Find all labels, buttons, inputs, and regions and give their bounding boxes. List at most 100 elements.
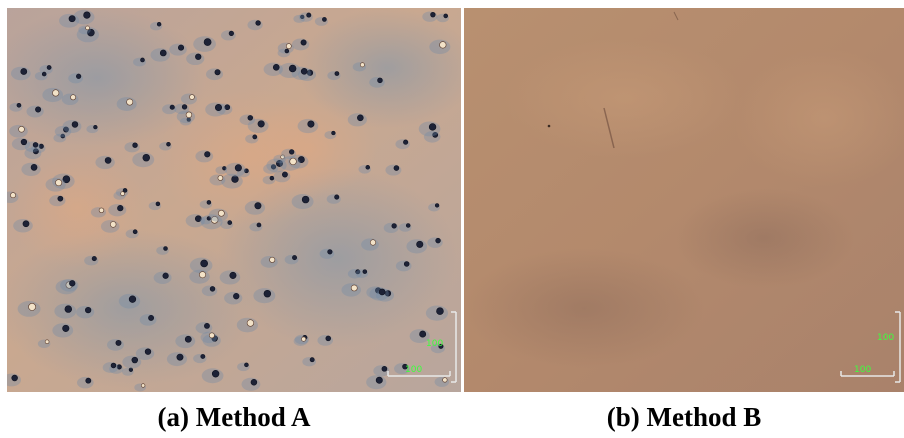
particle	[44, 339, 50, 345]
particle	[438, 343, 444, 349]
particle	[20, 138, 28, 146]
particle-halo	[13, 218, 33, 233]
particle-halo	[124, 141, 140, 153]
particle	[155, 201, 161, 207]
particle	[62, 175, 71, 184]
particle	[282, 171, 288, 178]
particle	[194, 215, 202, 223]
particle-halo	[107, 339, 124, 351]
particle	[300, 39, 307, 46]
micrograph-b-image: 100 100	[464, 8, 904, 392]
particle	[357, 114, 364, 122]
particle-halo	[361, 238, 379, 251]
particle	[227, 220, 233, 225]
particle	[284, 48, 290, 54]
particle-halo	[247, 118, 269, 134]
particle	[214, 103, 222, 111]
particle	[184, 335, 192, 343]
particle	[209, 286, 216, 292]
particle	[331, 130, 336, 136]
scale-bar-horizontal: 100	[840, 365, 895, 377]
particle	[402, 363, 408, 370]
particle	[200, 354, 206, 359]
particle	[307, 120, 315, 128]
particle	[98, 207, 105, 213]
particle	[128, 295, 137, 303]
particle	[132, 142, 138, 148]
particle	[30, 164, 38, 171]
particle	[104, 157, 112, 164]
particle	[381, 366, 388, 372]
particle-halo	[61, 93, 79, 106]
particle	[159, 49, 167, 57]
particle	[288, 64, 297, 73]
particle	[128, 367, 134, 372]
particle-halo	[9, 124, 28, 138]
particle-halo	[60, 279, 79, 292]
particle-halo	[186, 52, 205, 66]
particle	[224, 104, 231, 111]
scale-label-vertical: 100	[877, 333, 894, 343]
particle	[140, 57, 145, 63]
particle	[71, 121, 79, 128]
particle	[434, 203, 440, 208]
particle	[181, 104, 188, 110]
particle-halo	[11, 137, 31, 151]
particle-halo	[153, 271, 172, 284]
particle	[22, 220, 30, 228]
particle	[16, 102, 22, 108]
particle-halo	[224, 162, 246, 177]
particle	[256, 222, 262, 228]
particle	[10, 192, 16, 199]
particle	[93, 124, 98, 130]
particle	[41, 71, 47, 77]
particle	[263, 289, 272, 298]
particle-halo	[116, 97, 137, 111]
particle	[55, 179, 63, 187]
scale-label-horizontal: 100	[405, 365, 422, 375]
particle-halo	[341, 283, 361, 297]
particle-halo	[247, 19, 263, 31]
particle-halo	[166, 352, 188, 367]
particle	[185, 111, 193, 118]
particle-halo	[260, 255, 278, 268]
particle	[116, 364, 122, 370]
particle	[11, 374, 18, 382]
scale-bar-horizontal: 100	[387, 365, 451, 377]
micrograph-method-a: 100 100	[7, 8, 461, 392]
particle	[211, 370, 220, 378]
particle	[244, 362, 249, 368]
particle	[391, 223, 397, 229]
particle-halo	[100, 220, 120, 233]
particle-halo	[319, 248, 335, 259]
particle-halo	[241, 377, 261, 391]
particle	[141, 383, 146, 388]
particle	[87, 28, 95, 37]
particle-halo	[219, 270, 241, 285]
particle	[403, 261, 410, 267]
particle-halo	[209, 174, 226, 186]
particle	[115, 339, 122, 346]
particle	[122, 188, 128, 193]
particle-halo	[195, 150, 214, 163]
micrograph-a-image: 100 100	[7, 8, 461, 392]
particle-halo	[385, 164, 402, 176]
particle	[63, 126, 69, 133]
particle-halo	[108, 203, 127, 217]
particle	[369, 239, 377, 246]
particle	[189, 94, 195, 100]
caption-method-b: (b) Method B	[606, 402, 762, 432]
particle	[405, 223, 411, 228]
particle	[334, 71, 340, 76]
particle-halo	[395, 260, 412, 272]
particle	[38, 143, 44, 149]
particle	[204, 322, 210, 329]
particle	[252, 134, 258, 140]
particle	[131, 356, 139, 364]
particle-halo	[422, 11, 438, 22]
particle	[246, 319, 255, 327]
particle	[419, 330, 427, 338]
particle	[377, 77, 383, 84]
particle-halo	[62, 119, 82, 133]
particle	[109, 221, 117, 228]
